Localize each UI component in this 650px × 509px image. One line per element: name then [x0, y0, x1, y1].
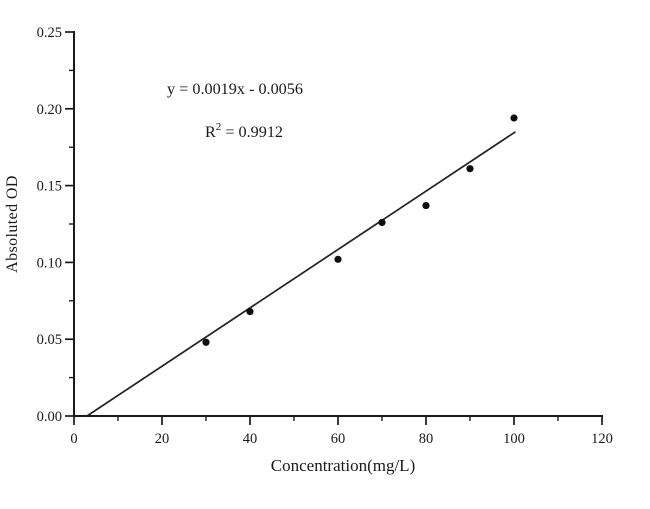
y-tick-label: 0.20 [37, 102, 62, 118]
y-tick-label: 0.00 [37, 409, 62, 425]
y-tick-label: 0.05 [37, 332, 62, 348]
data-point [246, 307, 254, 316]
x-tick-label: 120 [591, 431, 613, 447]
x-tick-label: 100 [503, 431, 525, 447]
x-tick-label: 40 [243, 431, 258, 447]
y-tick-label: 0.10 [37, 255, 62, 271]
x-axis-title: Concentration(mg/L) [271, 456, 415, 475]
data-point [422, 201, 430, 210]
data-point [466, 165, 474, 173]
y-axis-title: Absoluted OD [4, 175, 21, 273]
data-point [510, 114, 518, 122]
fit-line [86, 131, 516, 417]
y-tick-label: 0.15 [37, 179, 62, 195]
x-tick-label: 0 [70, 431, 77, 447]
x-tick-label: 80 [419, 431, 434, 447]
equation-label: y = 0.0019x - 0.0056 [167, 80, 303, 98]
x-tick-label: 60 [331, 431, 346, 447]
r-squared-label: R2 = 0.9912 [205, 121, 283, 141]
data-point [378, 218, 386, 227]
y-tick-label: 0.25 [37, 25, 62, 41]
x-tick-label: 20 [155, 431, 170, 447]
data-point [334, 255, 342, 263]
data-point [202, 338, 210, 346]
